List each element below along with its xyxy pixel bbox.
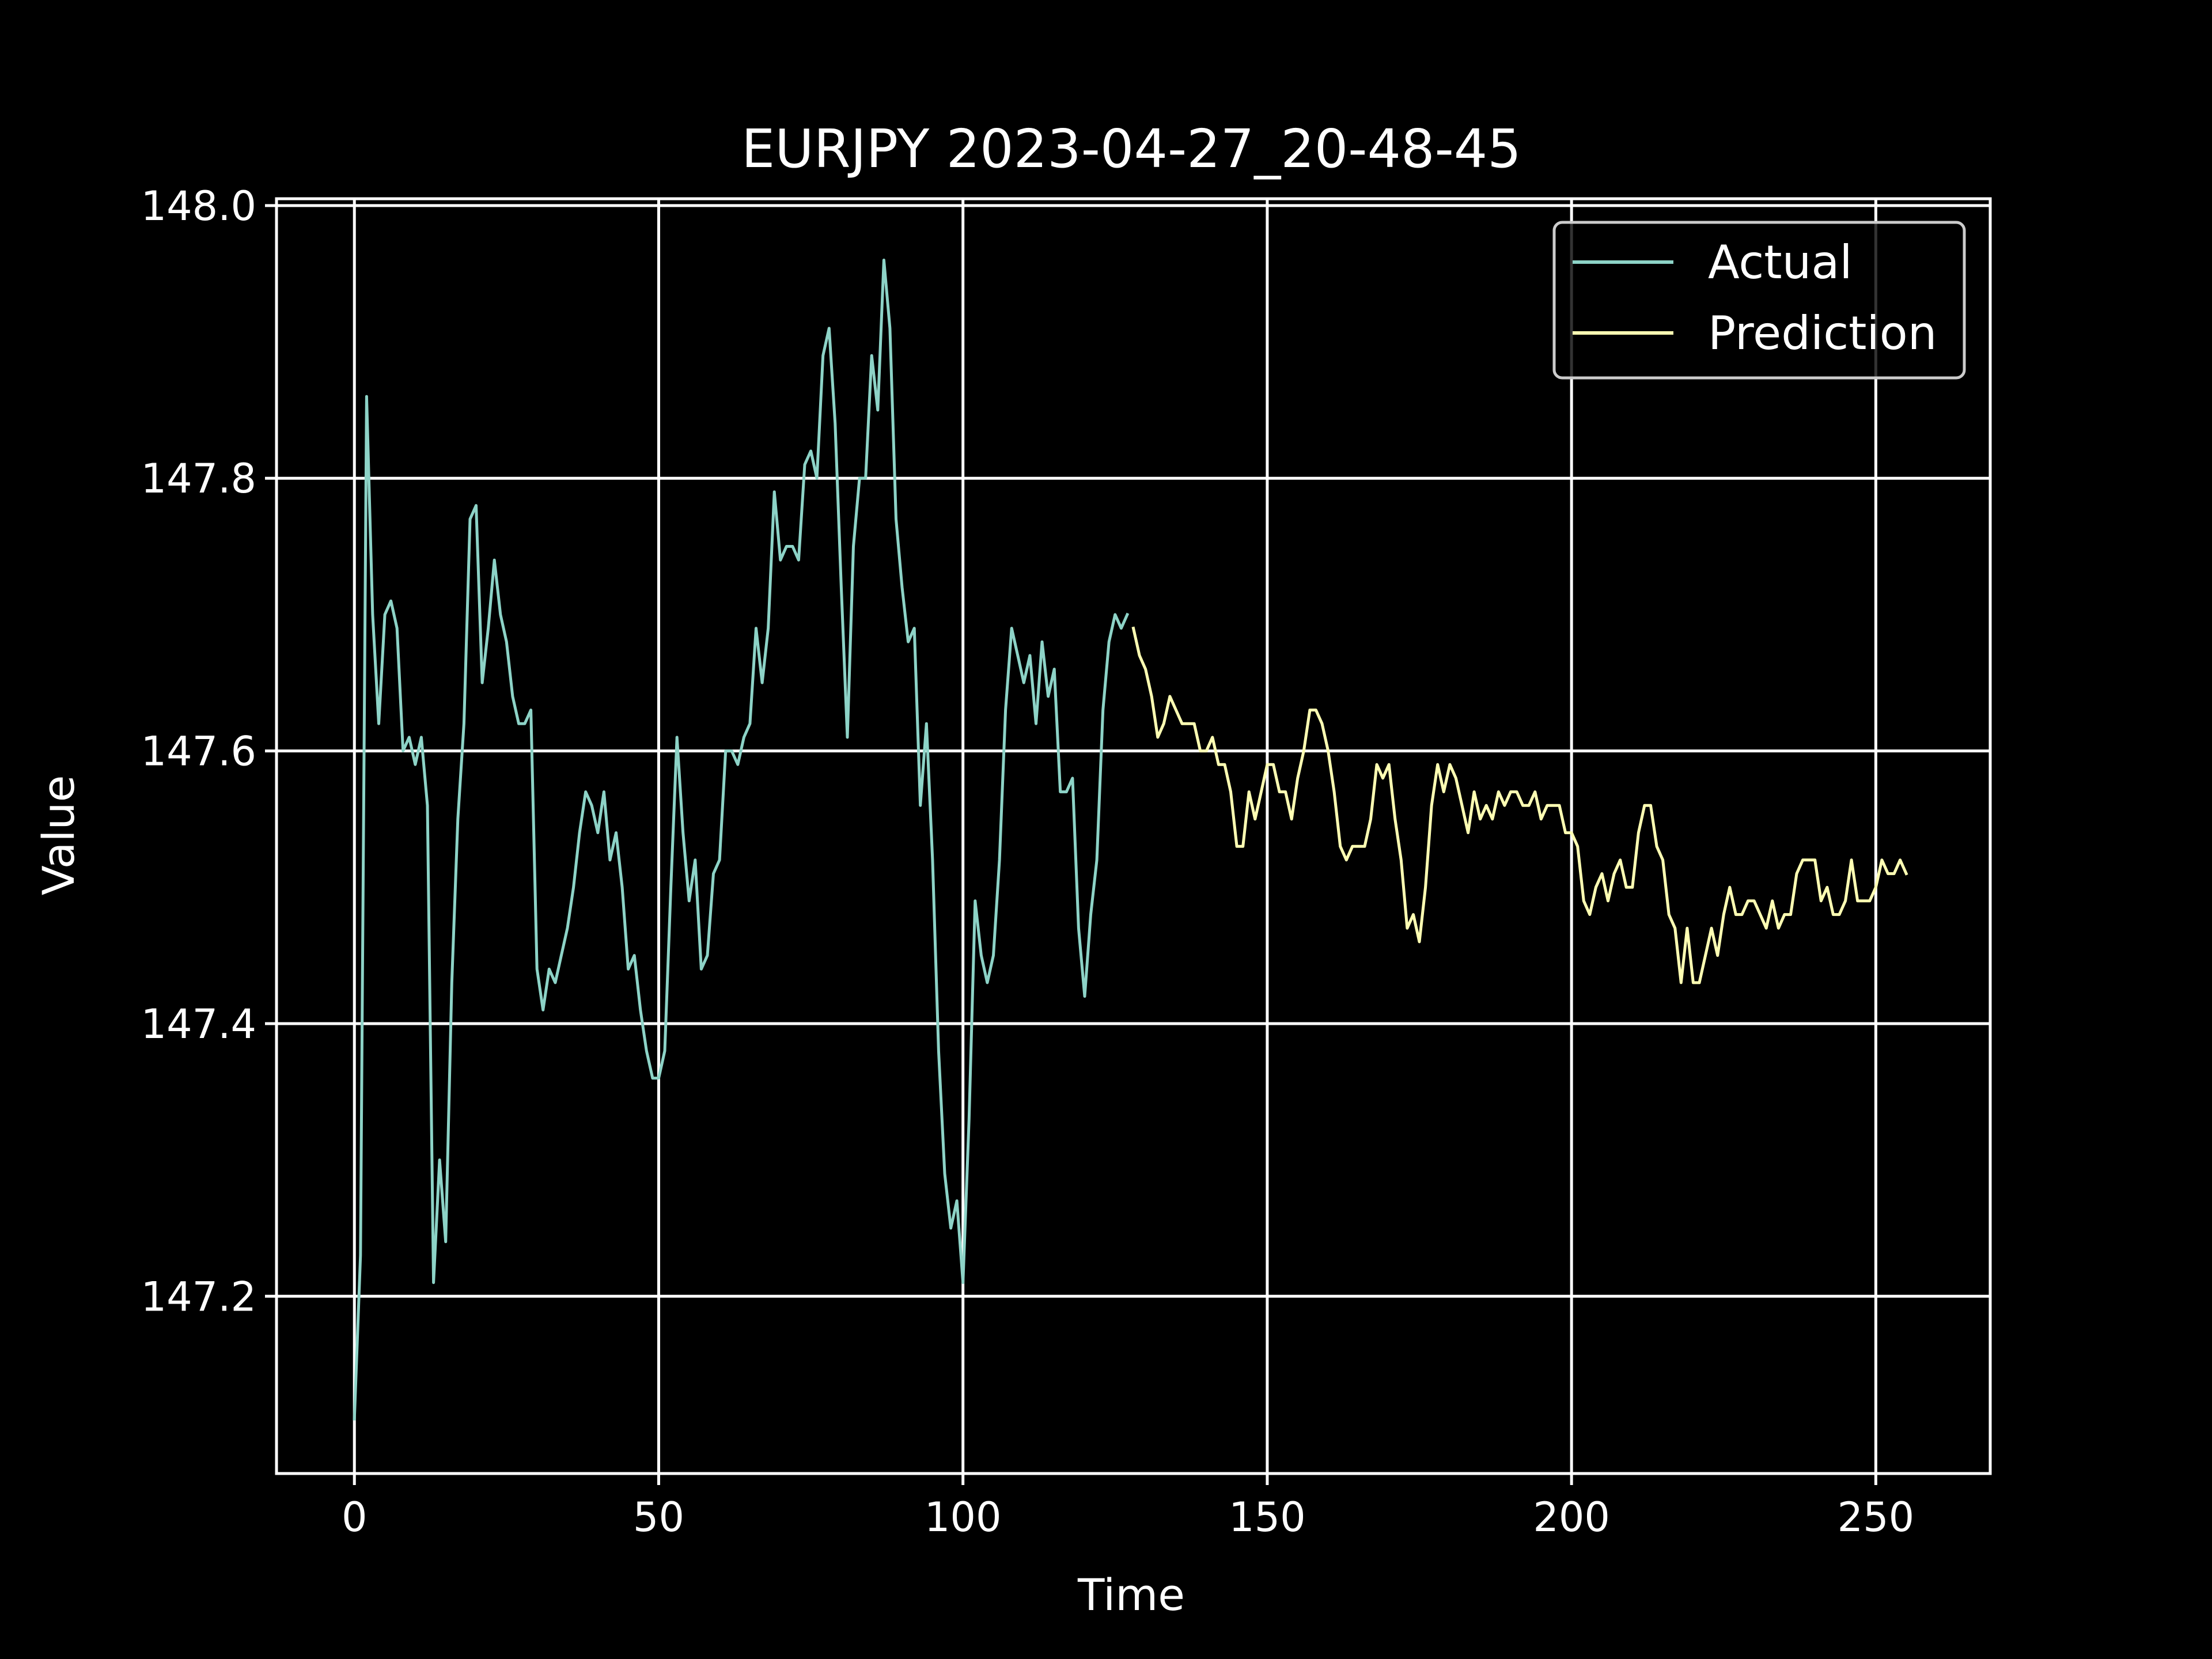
x-tick-label: 50 (633, 1494, 684, 1541)
y-tick-label: 147.2 (141, 1273, 256, 1320)
plot-frame (275, 197, 1992, 1475)
x-tick-label: 100 (925, 1494, 1002, 1541)
y-axis-label: Value (33, 775, 84, 896)
x-axis-label: Time (1077, 1569, 1185, 1620)
x-tick-label: 250 (1838, 1494, 1915, 1541)
chart-title: EURJPY 2023-04-27_20-48-45 (741, 118, 1521, 180)
y-tick-label: 147.4 (141, 1001, 256, 1048)
y-tick-label: 147.8 (141, 455, 256, 502)
series-line-prediction (1131, 626, 1908, 984)
x-axis-ticks: 0 50 100 150 200 250 (342, 1474, 1914, 1541)
series-lines (353, 259, 1908, 1421)
series-line-actual (353, 259, 1130, 1421)
x-tick-label: 200 (1533, 1494, 1610, 1541)
legend: Actual Prediction (1552, 221, 1966, 380)
y-axis-ticks: 147.2 147.4 147.6 147.8 148.0 (141, 183, 276, 1320)
legend-label-prediction: Prediction (1708, 306, 1937, 360)
y-tick-label: 147.6 (141, 728, 256, 775)
x-tick-label: 0 (342, 1494, 368, 1541)
x-tick-label: 150 (1229, 1494, 1306, 1541)
legend-label-actual: Actual (1708, 236, 1853, 289)
y-tick-label: 148.0 (141, 183, 256, 230)
grid-lines (276, 199, 1990, 1474)
